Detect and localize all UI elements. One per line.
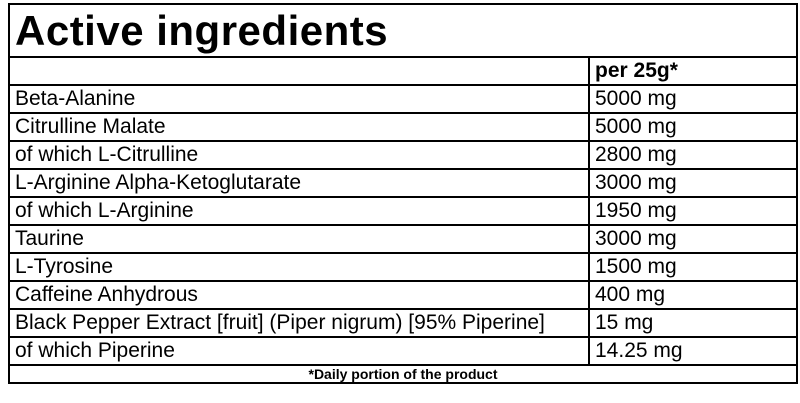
ingredient-amount: 400 mg (587, 280, 799, 310)
ingredient-name: Black Pepper Extract [fruit] (Piper nigr… (8, 308, 590, 338)
table-row: L-Arginine Alpha-Ketoglutarate 3000 mg (8, 168, 799, 198)
amount-column-header: per 25g* (587, 56, 799, 86)
active-ingredients-table: Active ingredients per 25g* Beta-Alanine… (7, 3, 799, 384)
ingredient-amount: 1500 mg (587, 252, 799, 282)
ingredient-name: of which L-Citrulline (8, 140, 590, 170)
ingredient-name: L-Arginine Alpha-Ketoglutarate (8, 168, 590, 198)
column-header-row: per 25g* (8, 56, 799, 86)
ingredient-amount: 15 mg (587, 308, 799, 338)
ingredient-amount: 14.25 mg (587, 336, 799, 366)
ingredient-amount: 5000 mg (587, 112, 799, 142)
footnote-row: *Daily portion of the product (7, 364, 799, 384)
ingredient-name: Beta-Alanine (8, 84, 590, 114)
ingredient-amount: 3000 mg (587, 168, 799, 198)
ingredient-name: Citrulline Malate (8, 112, 590, 142)
ingredient-rows: Beta-Alanine 5000 mg Citrulline Malate 5… (8, 84, 799, 366)
ingredient-name: L-Tyrosine (8, 252, 590, 282)
ingredient-name: of which L-Arginine (8, 196, 590, 226)
ingredient-name: Taurine (8, 224, 590, 254)
table-row: of which L-Arginine 1950 mg (8, 196, 799, 226)
table-row: of which L-Citrulline 2800 mg (8, 140, 799, 170)
empty-header-cell (8, 56, 590, 86)
table-row: L-Tyrosine 1500 mg (8, 252, 799, 282)
ingredient-amount: 5000 mg (587, 84, 799, 114)
table-row: Taurine 3000 mg (8, 224, 799, 254)
ingredient-amount: 3000 mg (587, 224, 799, 254)
table-row: Caffeine Anhydrous 400 mg (8, 280, 799, 310)
ingredient-name: Caffeine Anhydrous (8, 280, 590, 310)
ingredient-amount: 2800 mg (587, 140, 799, 170)
table-row: of which Piperine 14.25 mg (8, 336, 799, 366)
table-row: Beta-Alanine 5000 mg (8, 84, 799, 114)
ingredient-amount: 1950 mg (587, 196, 799, 226)
table-title: Active ingredients (7, 3, 799, 58)
title-row: Active ingredients (7, 3, 799, 58)
footnote: *Daily portion of the product (7, 364, 799, 384)
ingredient-name: of which Piperine (8, 336, 590, 366)
table-row: Citrulline Malate 5000 mg (8, 112, 799, 142)
table-row: Black Pepper Extract [fruit] (Piper nigr… (8, 308, 799, 338)
